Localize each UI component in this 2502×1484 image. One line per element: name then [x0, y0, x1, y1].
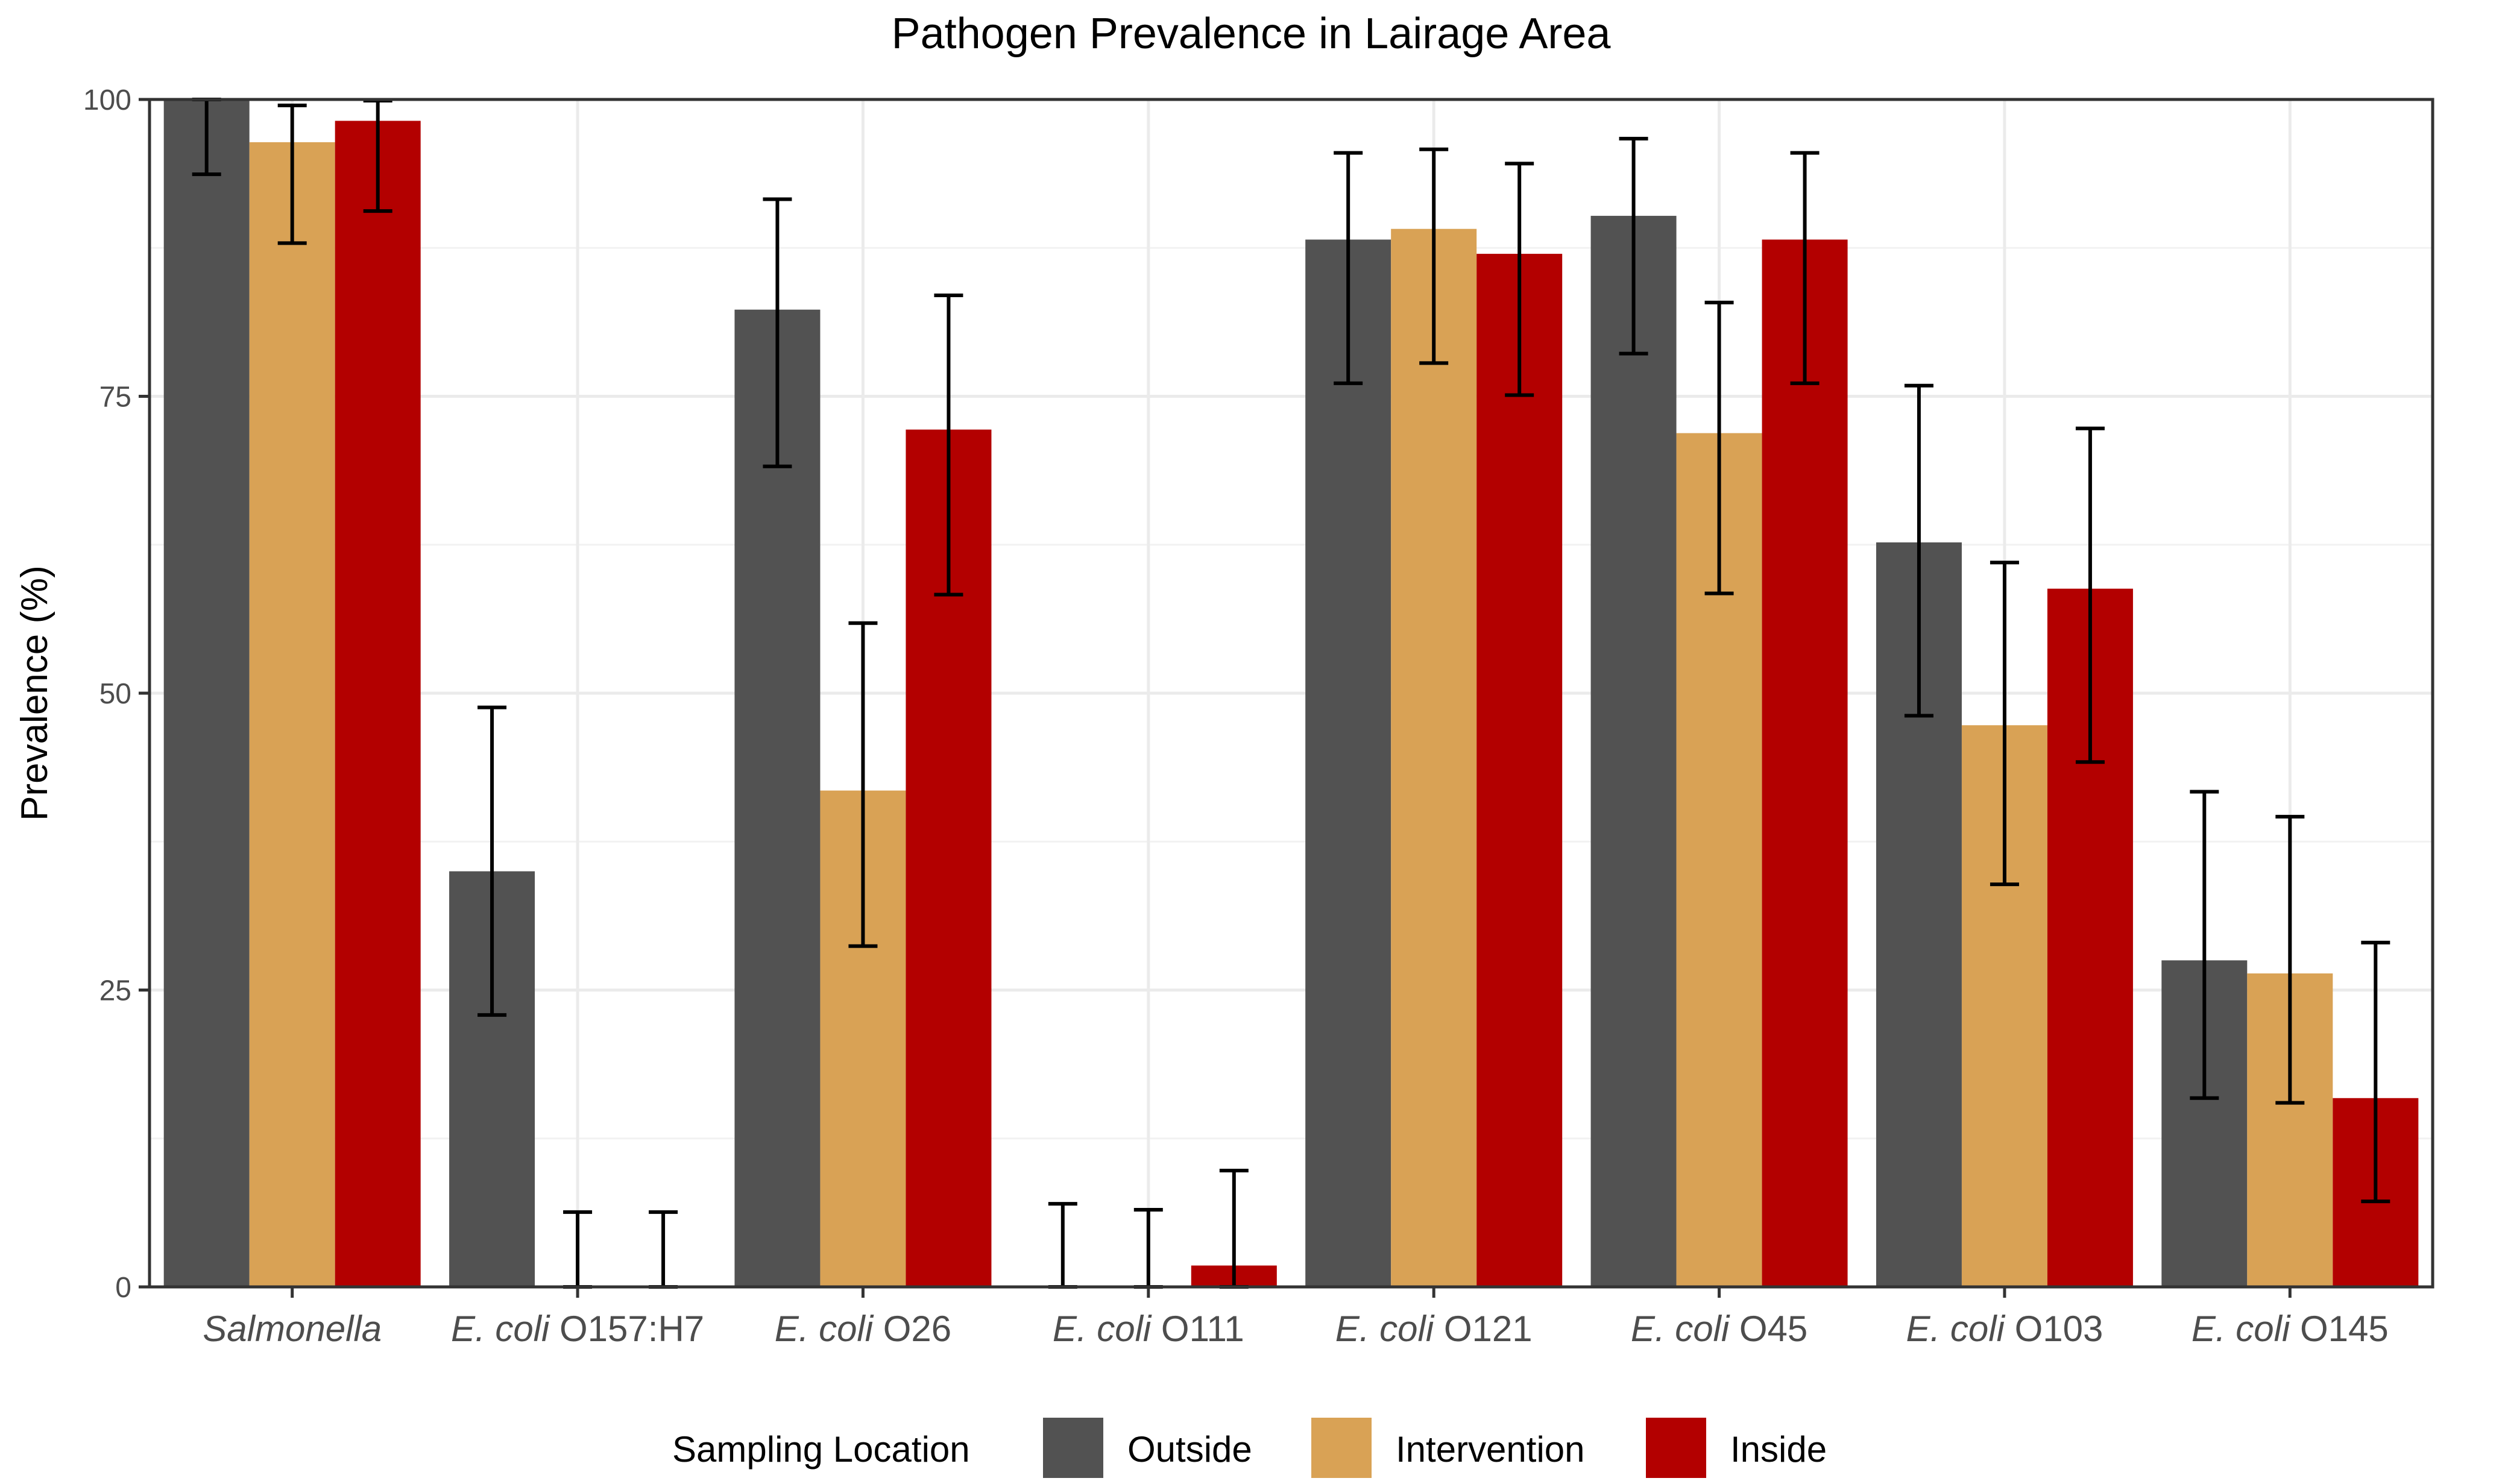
x-tick-label-plain: O45 — [1729, 1309, 1807, 1349]
legend-title: Sampling Location — [672, 1429, 970, 1470]
error-bar-intervention-5 — [1704, 300, 1734, 596]
y-tick-label: 0 — [115, 1272, 131, 1304]
y-tick-label: 75 — [99, 382, 131, 413]
x-tick-label: E. coli O26 — [775, 1309, 951, 1349]
x-tick-label: E. coli O45 — [1631, 1309, 1807, 1349]
error-bar-layer — [192, 98, 2390, 1289]
x-tick-label-italic: E. coli — [775, 1309, 874, 1349]
error-bar-intervention-0 — [277, 103, 307, 245]
x-tick-label-italic: E. coli — [451, 1309, 550, 1349]
error-bar-inside-2 — [934, 294, 963, 597]
x-tick-label-plain: O157:H7 — [549, 1309, 704, 1349]
legend-label-inside: Inside — [1730, 1429, 1827, 1470]
legend-key-outside — [1043, 1418, 1103, 1478]
bar-layer — [163, 99, 2419, 1287]
error-bar-inside-5 — [1790, 151, 1820, 385]
bar-outside-0 — [163, 99, 250, 1287]
legend-key-intervention — [1311, 1418, 1372, 1478]
x-tick-label-italic: E. coli — [1906, 1309, 2006, 1349]
error-bar-outside-4 — [1334, 151, 1363, 385]
bar-inside-0 — [335, 121, 421, 1287]
y-tick-label: 100 — [83, 84, 131, 116]
y-tick-label: 50 — [99, 678, 131, 710]
legend: Sampling Location Outside Intervention Ins… — [672, 1418, 1827, 1478]
bar-intervention-4 — [1391, 228, 1477, 1287]
error-bar-intervention-2 — [848, 621, 878, 948]
x-tick-label-plain: O121 — [1434, 1309, 1532, 1349]
x-tick-label-plain: O103 — [2005, 1309, 2103, 1349]
x-tick-label: E. coli O121 — [1335, 1309, 1533, 1349]
legend-key-inside — [1646, 1418, 1706, 1478]
x-tick-label-italic: Salmonella — [203, 1309, 382, 1349]
error-bar-inside-7 — [2361, 940, 2390, 1204]
error-bar-inside-6 — [2075, 426, 2105, 764]
x-tick-label: E. coli O145 — [2192, 1309, 2389, 1349]
bar-intervention-0 — [249, 142, 335, 1287]
bar-outside-2 — [734, 309, 821, 1287]
chart-title: Pathogen Prevalence in Lairage Area — [892, 10, 1612, 58]
legend-item-outside: Outside — [1043, 1418, 1252, 1478]
x-tick-label-plain: O145 — [2290, 1309, 2388, 1349]
bar-inside-4 — [1476, 254, 1563, 1287]
error-bar-outside-5 — [1619, 137, 1648, 356]
error-bar-intervention-7 — [2275, 814, 2305, 1105]
legend-label-outside: Outside — [1127, 1429, 1252, 1470]
error-bar-inside-4 — [1505, 162, 1534, 397]
error-bar-intervention-4 — [1419, 147, 1449, 365]
x-tick-label-italic: E. coli — [1631, 1309, 1730, 1349]
error-bar-outside-1 — [477, 705, 507, 1017]
bar-inside-5 — [1762, 239, 1848, 1287]
legend-item-inside: Inside — [1646, 1418, 1827, 1478]
x-tick-label-plain: O26 — [873, 1309, 951, 1349]
legend-label-intervention: Intervention — [1396, 1429, 1585, 1470]
bar-outside-5 — [1590, 216, 1677, 1287]
bar-outside-4 — [1305, 239, 1391, 1287]
error-bar-intervention-6 — [1990, 561, 2019, 887]
x-tick-label: E. coli O103 — [1906, 1309, 2103, 1349]
y-tick-label: 25 — [99, 975, 131, 1007]
x-tick-label-plain: O111 — [1151, 1309, 1244, 1349]
x-tick-label-italic: E. coli — [1335, 1309, 1435, 1349]
x-tick-label: E. coli O111 — [1053, 1309, 1244, 1349]
legend-item-intervention: Intervention — [1311, 1418, 1585, 1478]
y-axis-label: Prevalence (%) — [14, 565, 55, 821]
error-bar-outside-6 — [1904, 383, 1933, 718]
error-bar-outside-2 — [763, 197, 792, 468]
x-tick-label: E. coli O157:H7 — [451, 1309, 704, 1349]
x-tick-label-italic: E. coli — [2192, 1309, 2291, 1349]
error-bar-outside-7 — [2190, 790, 2219, 1100]
x-tick-label: Salmonella — [203, 1309, 382, 1349]
x-tick-label-italic: E. coli — [1053, 1309, 1152, 1349]
